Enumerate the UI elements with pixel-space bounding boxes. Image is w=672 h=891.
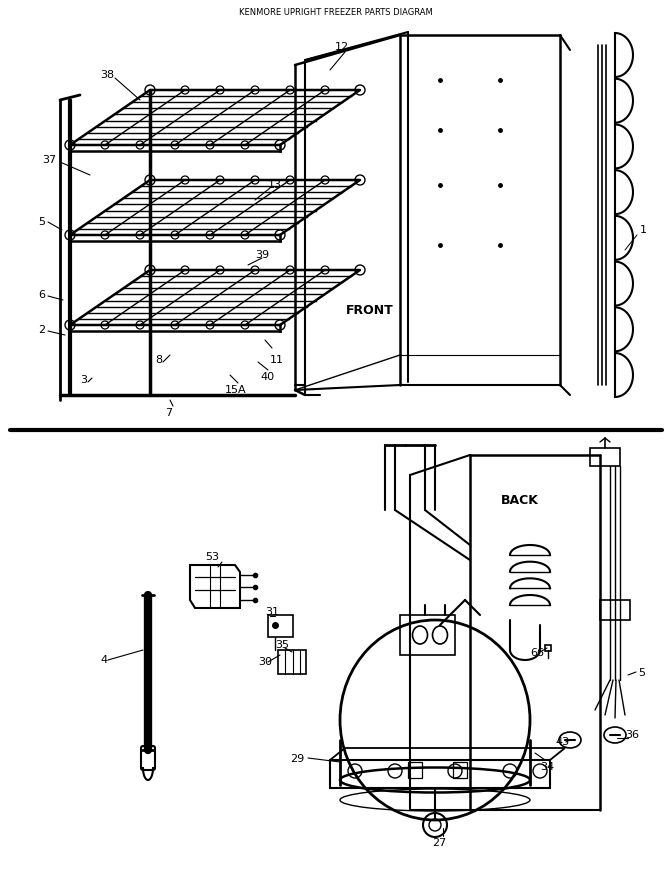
Text: BACK: BACK: [501, 494, 539, 506]
Text: 5: 5: [638, 668, 645, 678]
Text: 6: 6: [38, 290, 45, 300]
Text: 38: 38: [100, 70, 114, 80]
Text: 2: 2: [38, 325, 45, 335]
Bar: [278, 650, 306, 674]
Text: 27: 27: [432, 838, 446, 848]
Text: FRONT: FRONT: [346, 304, 394, 316]
Text: 36: 36: [625, 730, 639, 740]
Text: 13: 13: [268, 180, 282, 190]
Text: 8: 8: [155, 355, 162, 365]
Text: 4: 4: [100, 655, 107, 665]
Text: 12: 12: [335, 42, 349, 52]
Text: 1: 1: [640, 225, 647, 235]
Text: 34: 34: [540, 762, 554, 772]
Bar: [268, 615, 293, 637]
Text: 31: 31: [265, 607, 279, 617]
Text: 39: 39: [255, 250, 269, 260]
Text: 30: 30: [258, 657, 272, 667]
Bar: [330, 760, 550, 788]
Text: 40: 40: [260, 372, 274, 382]
Text: 15A: 15A: [225, 385, 247, 395]
Bar: [400, 615, 455, 655]
Bar: [590, 448, 620, 466]
Text: 43: 43: [555, 737, 569, 747]
Text: 53: 53: [205, 552, 219, 562]
Text: 7: 7: [165, 408, 172, 418]
Bar: [600, 600, 630, 620]
Text: 29: 29: [290, 754, 304, 764]
Bar: [453, 762, 467, 778]
Text: 3: 3: [80, 375, 87, 385]
Text: 37: 37: [42, 155, 56, 165]
Bar: [408, 762, 422, 778]
Text: 66: 66: [530, 648, 544, 658]
Text: KENMORE UPRIGHT FREEZER PARTS DIAGRAM: KENMORE UPRIGHT FREEZER PARTS DIAGRAM: [239, 8, 433, 17]
Text: 35: 35: [275, 640, 289, 650]
Text: 5: 5: [38, 217, 45, 227]
Text: 11: 11: [270, 355, 284, 365]
